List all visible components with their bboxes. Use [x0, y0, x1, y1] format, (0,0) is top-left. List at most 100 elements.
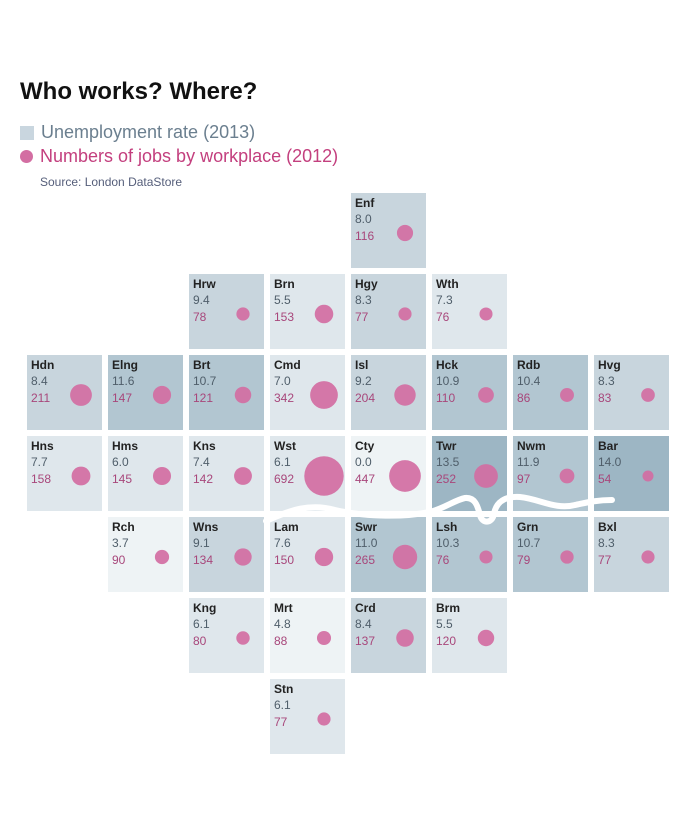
borough-code: Bxl: [598, 520, 617, 534]
borough-code: Swr: [355, 520, 377, 534]
legend-unemployment-label: Unemployment rate (2013): [41, 122, 256, 142]
unemployment-rate: 11.9: [517, 455, 540, 469]
borough-code: Grn: [517, 520, 538, 534]
tile-background: [432, 598, 507, 673]
tile-background: [270, 598, 345, 673]
borough-tile-bxl: Bxl 8.3 77: [594, 517, 669, 592]
borough-code: Rdb: [517, 358, 540, 372]
jobs-circle: [152, 385, 172, 405]
legend-jobs-label: Numbers of jobs by workplace (2012): [40, 146, 339, 166]
borough-code: Brt: [193, 358, 210, 372]
unemployment-rate: 7.0: [274, 374, 291, 388]
borough-code: Nwm: [517, 439, 546, 453]
river-thames: [263, 493, 615, 525]
unemployment-rate: 7.6: [274, 536, 291, 550]
tile-background: [594, 517, 669, 592]
borough-tile-elng: Elng 11.6 147: [108, 355, 183, 430]
unemployment-rate: 7.4: [193, 455, 210, 469]
jobs-count: 77: [274, 715, 288, 729]
borough-tile-swr: Swr 11.0 265: [351, 517, 426, 592]
tile-background: [189, 598, 264, 673]
jobs-circle: [70, 384, 92, 406]
unemployment-rate: 9.2: [355, 374, 372, 388]
jobs-count: 153: [274, 310, 294, 324]
tile-background: [594, 355, 669, 430]
jobs-count: 110: [436, 391, 455, 405]
tile-background: [432, 517, 507, 592]
borough-code: Wth: [436, 277, 459, 291]
jobs-count: 252: [436, 472, 456, 486]
jobs-circle: [314, 304, 334, 324]
jobs-circle: [234, 548, 252, 566]
jobs-count: 80: [193, 634, 207, 648]
jobs-circle: [479, 307, 493, 321]
tile-background: [189, 274, 264, 349]
borough-tile-hns: Hns 7.7 158: [27, 436, 102, 511]
unemployment-rate: 5.5: [436, 617, 453, 631]
borough-tile-hgy: Hgy 8.3 77: [351, 274, 426, 349]
unemployment-rate: 0.0: [355, 455, 372, 469]
unemployment-rate: 7.7: [31, 455, 48, 469]
unemployment-rate: 4.8: [274, 617, 291, 631]
borough-tile-kns: Kns 7.4 142: [189, 436, 264, 511]
jobs-circle: [316, 630, 332, 646]
jobs-circle: [398, 307, 412, 321]
jobs-circle: [479, 550, 493, 564]
jobs-circle: [641, 388, 655, 402]
borough-tile-hck: Hck 10.9 110: [432, 355, 507, 430]
jobs-count: 147: [112, 391, 132, 405]
jobs-circle: [389, 460, 421, 492]
legend-unemployment: Unemployment rate (2013): [20, 122, 255, 143]
unemployment-rate: 10.7: [517, 536, 541, 550]
jobs-count: 78: [193, 310, 207, 324]
jobs-count: 692: [274, 472, 294, 486]
tile-background: [432, 274, 507, 349]
jobs-count: 83: [598, 391, 612, 405]
jobs-circle: [236, 631, 250, 645]
jobs-circle: [71, 466, 91, 486]
borough-code: Mrt: [274, 601, 293, 615]
borough-code: Hns: [31, 439, 54, 453]
tile-background: [351, 598, 426, 673]
tile-background: [513, 355, 588, 430]
jobs-circle: [314, 547, 334, 567]
jobs-circle: [236, 307, 250, 321]
borough-code: Hck: [436, 358, 458, 372]
unemployment-rate: 8.3: [598, 536, 615, 550]
jobs-count: 447: [355, 472, 375, 486]
jobs-count: 265: [355, 553, 375, 567]
borough-code: Wst: [274, 439, 296, 453]
jobs-count: 86: [517, 391, 531, 405]
unemployment-rate: 14.0: [598, 455, 622, 469]
legend-dot-icon: [20, 150, 33, 163]
borough-code: Cty: [355, 439, 375, 453]
jobs-count: 134: [193, 553, 213, 567]
borough-code: Rch: [112, 520, 135, 534]
jobs-count: 97: [517, 472, 531, 486]
jobs-circle: [641, 550, 655, 564]
borough-tile-cmd: Cmd 7.0 342: [270, 355, 345, 430]
jobs-count: 76: [436, 553, 450, 567]
jobs-circle: [396, 224, 414, 242]
jobs-count: 88: [274, 634, 288, 648]
borough-tile-hms: Hms 6.0 145: [108, 436, 183, 511]
jobs-circle: [560, 388, 574, 402]
unemployment-rate: 10.9: [436, 374, 460, 388]
unemployment-rate: 11.0: [355, 536, 378, 550]
borough-code: Hgy: [355, 277, 378, 291]
tile-background: [108, 517, 183, 592]
borough-code: Kng: [193, 601, 216, 615]
borough-code: Hdn: [31, 358, 54, 372]
jobs-circle: [152, 466, 172, 486]
jobs-count: 158: [31, 472, 51, 486]
borough-tile-rch: Rch 3.7 90: [108, 517, 183, 592]
jobs-count: 79: [517, 553, 531, 567]
jobs-count: 77: [598, 553, 612, 567]
jobs-count: 77: [355, 310, 369, 324]
unemployment-rate: 8.3: [355, 293, 372, 307]
unemployment-rate: 10.3: [436, 536, 460, 550]
unemployment-rate: 8.0: [355, 212, 372, 226]
tile-background: [270, 679, 345, 754]
unemployment-rate: 3.7: [112, 536, 129, 550]
